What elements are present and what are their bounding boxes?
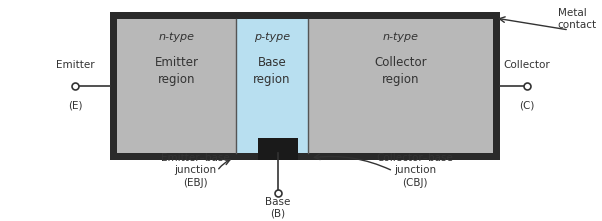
Text: Base
region: Base region [253, 55, 291, 86]
Bar [258, 138, 298, 160]
Text: Collector–base
junction
(CBJ): Collector–base junction (CBJ) [377, 153, 453, 188]
Text: Emitter
region: Emitter region [155, 55, 199, 86]
Text: Emitter–base
junction
(EBJ): Emitter–base junction (EBJ) [161, 153, 229, 188]
Text: (E): (E) [68, 100, 82, 110]
Text: n-type: n-type [158, 32, 194, 42]
Text: Base: Base [265, 197, 291, 207]
Bar [117, 19, 236, 153]
Text: Emitter: Emitter [56, 60, 95, 70]
Bar [308, 19, 493, 153]
Text: Metal
contact: Metal contact [558, 8, 597, 30]
Text: p-type: p-type [254, 32, 290, 42]
Text: (B): (B) [270, 208, 285, 218]
Text: n-type: n-type [382, 32, 418, 42]
Text: (C): (C) [520, 100, 535, 110]
Text: Collector: Collector [504, 60, 550, 70]
Bar [110, 12, 500, 160]
Text: Collector
region: Collector region [374, 55, 427, 86]
Bar [236, 19, 308, 153]
